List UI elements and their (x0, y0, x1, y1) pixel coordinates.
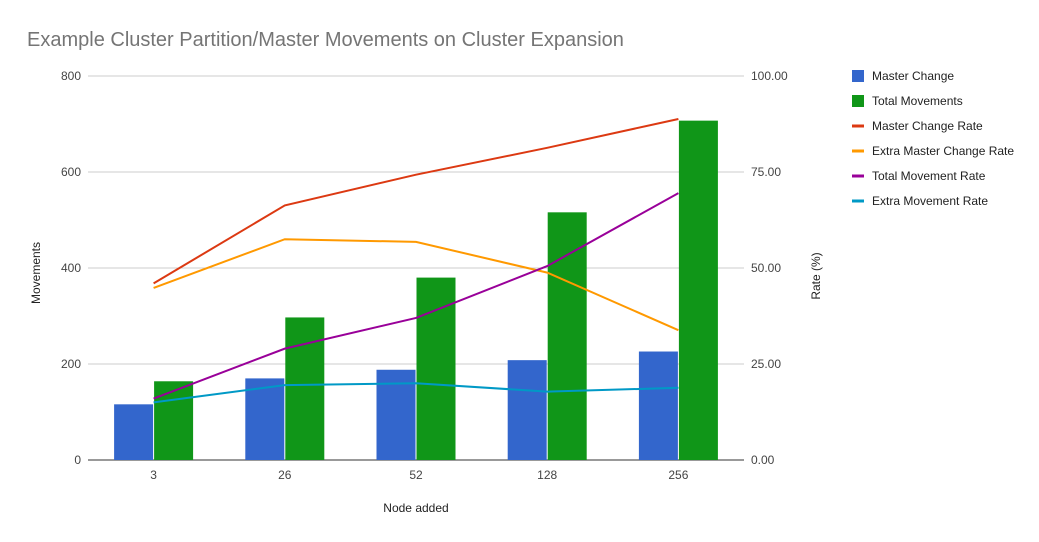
bar-1-3 (547, 212, 587, 460)
y-axis-left-ticks: 0 200 400 600 800 (61, 69, 81, 467)
x-tick-label: 3 (150, 468, 157, 482)
chart-title: Example Cluster Partition/Master Movemen… (27, 29, 624, 51)
line-series-3 (153, 382, 679, 404)
y2-axis-label: Rate (%) (809, 252, 823, 299)
line-series-1 (153, 238, 679, 332)
y-tick-label: 400 (61, 261, 81, 275)
y2-tick-label: 100.00 (751, 69, 788, 83)
x-axis-label: Node added (383, 501, 448, 515)
bars (114, 120, 718, 460)
bar-1-4 (678, 120, 718, 460)
legend: Master Change Total Movements Master Chang… (852, 69, 1014, 208)
legend-swatch (852, 95, 864, 107)
legend-item: Extra Movement Rate (852, 194, 988, 208)
gridlines (88, 75, 744, 461)
bar-0-3 (507, 360, 547, 460)
legend-item: Total Movements (852, 94, 963, 108)
legend-item: Master Change Rate (852, 119, 983, 133)
legend-label: Extra Movement Rate (872, 194, 988, 208)
x-tick-label: 128 (537, 468, 557, 482)
y-tick-label: 0 (74, 453, 81, 467)
line-series-2 (153, 192, 679, 400)
lines (153, 118, 679, 404)
legend-swatch (852, 199, 864, 203)
y2-tick-label: 50.00 (751, 261, 781, 275)
legend-label: Master Change Rate (872, 119, 983, 133)
bar-1-2 (416, 277, 456, 460)
legend-swatch (852, 70, 864, 82)
bar-0-1 (245, 378, 285, 460)
x-tick-label: 26 (278, 468, 292, 482)
y-tick-label: 600 (61, 165, 81, 179)
y2-tick-label: 25.00 (751, 357, 781, 371)
legend-swatch (852, 149, 864, 153)
legend-swatch (852, 124, 864, 128)
y2-tick-label: 0.00 (751, 453, 775, 467)
legend-label: Master Change (872, 69, 954, 83)
bar-1-1 (285, 317, 325, 460)
legend-label: Extra Master Change Rate (872, 144, 1014, 158)
line-series-0 (153, 118, 679, 285)
x-tick-label: 256 (668, 468, 688, 482)
bar-0-0 (114, 404, 154, 460)
legend-swatch (852, 174, 864, 178)
legend-item: Extra Master Change Rate (852, 144, 1014, 158)
y2-tick-label: 75.00 (751, 165, 781, 179)
y-tick-label: 800 (61, 69, 81, 83)
bar-0-2 (376, 369, 416, 460)
legend-item: Total Movement Rate (852, 169, 986, 183)
legend-label: Total Movements (872, 94, 963, 108)
y-axis-right-ticks: 0.00 25.00 50.00 75.00 100.00 (751, 69, 788, 467)
y-tick-label: 200 (61, 357, 81, 371)
bar-0-4 (638, 351, 678, 460)
x-axis-ticks: 3 26 52 128 256 (150, 468, 688, 482)
legend-item: Master Change (852, 69, 954, 83)
x-tick-label: 52 (409, 468, 423, 482)
bar-1-0 (154, 381, 194, 460)
legend-label: Total Movement Rate (872, 169, 986, 183)
y-axis-label: Movements (29, 242, 43, 304)
